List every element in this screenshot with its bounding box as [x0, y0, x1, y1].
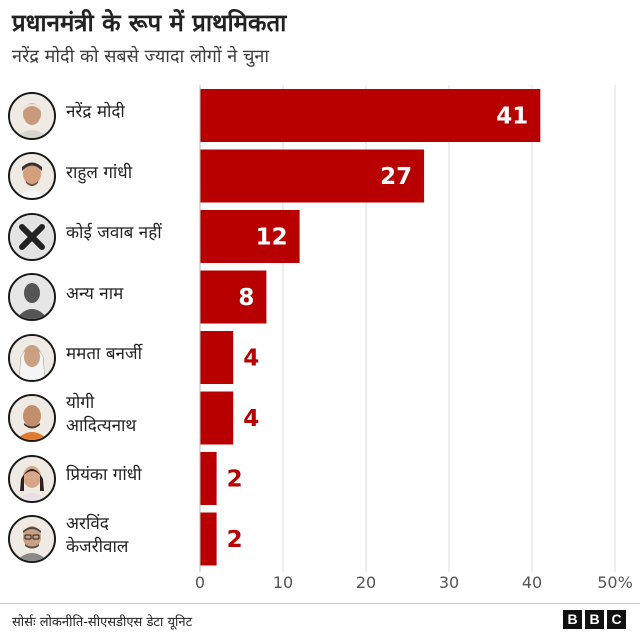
row-label: अरविंद केजरीवाल — [66, 513, 128, 559]
row-label-line: ममता बनर्जी — [66, 344, 142, 364]
bar-value-label: 4 — [243, 346, 259, 372]
yogi-portrait-icon — [8, 394, 56, 442]
priyanka-portrait-icon — [8, 454, 56, 503]
bar — [200, 210, 300, 263]
bar — [200, 391, 234, 445]
person-silhouette-icon — [8, 273, 56, 321]
row-label: अन्य नाम — [66, 283, 123, 306]
row-label: राहुल गांधी — [66, 162, 132, 185]
bar-chart: 0 10 20 30 40 50% 41 27 12 8 4 4 2 2 — [195, 85, 633, 592]
bbc-logo-letter: C — [607, 610, 626, 629]
row-label: ममता बनर्जी — [66, 343, 142, 366]
row-label-line: योगी — [66, 393, 95, 413]
x-tick-label: 10 — [273, 573, 293, 592]
chart-title: प्रधानमंत्री के रूप में प्राथमिकता — [12, 9, 287, 37]
bar-value-label: 27 — [380, 164, 412, 190]
row-label-line: केजरीवाल — [66, 537, 129, 557]
bar — [200, 149, 425, 203]
bar-value-label: 41 — [496, 104, 528, 130]
x-tick-label: 50% — [597, 573, 633, 592]
source-note: सोर्सः लोकनीति-सीएसडीएस डेटा यूनिट — [12, 615, 193, 630]
x-tick-label: 20 — [356, 573, 376, 592]
bar-value-label: 12 — [256, 225, 288, 251]
bbc-logo: B B C — [563, 610, 626, 629]
bbc-logo-letter: B — [585, 610, 604, 629]
x-tick-label: 40 — [522, 573, 542, 592]
row-label-line: आदित्यनाथ — [66, 416, 137, 436]
bar — [200, 512, 217, 566]
bar-value-label: 2 — [227, 527, 243, 553]
row-label: योगी आदित्यनाथ — [66, 392, 136, 438]
row-label-line: कोई जवाब नहीं — [66, 223, 162, 243]
x-tick-label: 30 — [439, 573, 459, 592]
row-label-line: राहुल गांधी — [66, 162, 133, 183]
row-label: प्रियंका गांधी — [66, 464, 142, 487]
mamata-portrait-icon — [8, 333, 56, 382]
rahul-portrait-icon — [8, 152, 56, 200]
row-label: नरेंद्र मोदी — [66, 101, 125, 124]
x-mark-icon — [8, 212, 56, 261]
bar-value-label: 2 — [227, 467, 243, 493]
bar — [200, 331, 234, 384]
bar-value-label: 4 — [243, 406, 259, 432]
bar — [200, 89, 541, 142]
x-tick-label: 0 — [195, 573, 205, 592]
bar-value-label: 8 — [238, 285, 254, 311]
chart-subtitle: नरेंद्र मोदी को सबसे ज्यादा लोगों ने चुन… — [12, 46, 270, 67]
modi-portrait-icon — [8, 91, 56, 140]
row-label-line: प्रियंका गांधी — [66, 465, 142, 485]
row-label-line: नरेंद्र मोदी — [66, 102, 125, 122]
footer-divider — [0, 603, 640, 604]
row-label-line: अन्य नाम — [66, 283, 124, 304]
bar — [200, 270, 267, 324]
row-label-line: अरविंद — [66, 514, 109, 534]
bar — [200, 452, 217, 505]
row-label: कोई जवाब नहीं — [66, 222, 162, 245]
kejriwal-portrait-icon — [8, 515, 56, 563]
bbc-logo-letter: B — [563, 610, 582, 629]
